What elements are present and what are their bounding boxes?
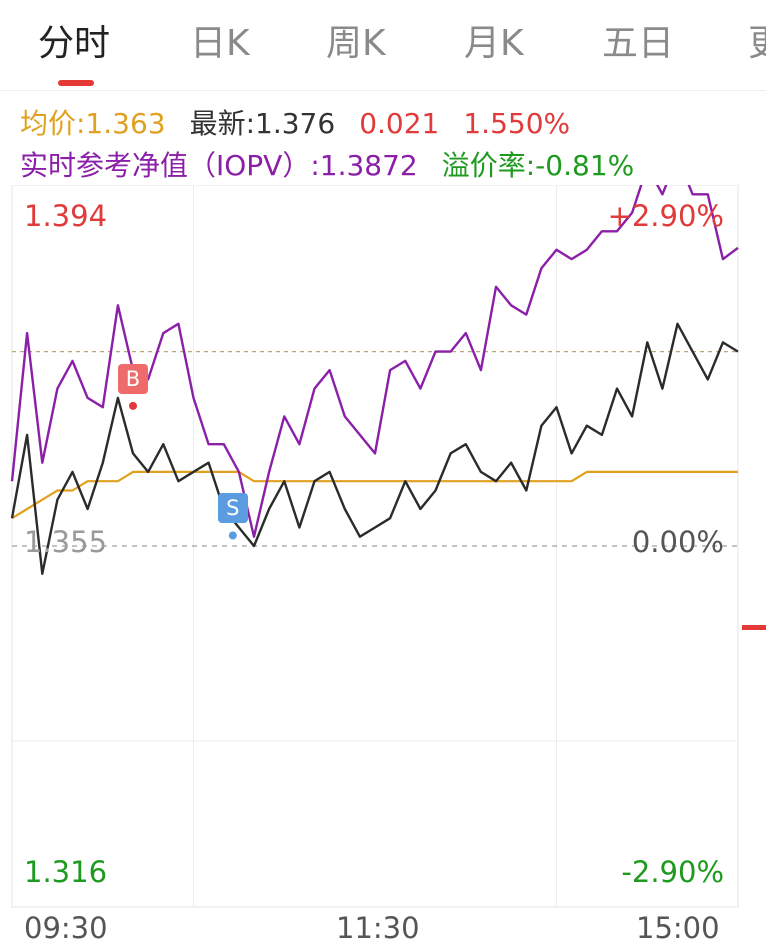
latest-price-label: 最新:1.376 <box>189 107 336 140</box>
price-series-line <box>10 322 739 575</box>
iopv-series-line <box>10 185 739 538</box>
active-tab-indicator <box>58 80 94 86</box>
quote-info-row: 均价:1.363 最新:1.376 0.021 1.550% <box>20 102 594 142</box>
pct-label-mid: 0.00% <box>631 525 724 559</box>
iopv-info-row: 实时参考净值（IOPV）:1.3872 溢价率:-0.81% <box>20 144 658 184</box>
trade-marker-dot <box>228 531 237 540</box>
avg-price-label: 均价:1.363 <box>20 107 166 140</box>
intraday-chart[interactable]: 1.394 1.355 1.316 +2.90% 0.00% -2.90% 09… <box>0 185 766 951</box>
premium-rate-label: 溢价率:-0.81% <box>441 149 635 182</box>
tab-five-day[interactable]: 五日 <box>602 23 675 64</box>
tab-intraday[interactable]: 分时 <box>38 23 111 64</box>
tab-more[interactable]: 更 <box>748 14 766 66</box>
pct-label-bottom: -2.90% <box>621 855 724 889</box>
y-tick-mid: 1.355 <box>24 525 108 559</box>
iopv-label: 实时参考净值（IOPV）:1.3872 <box>20 149 418 182</box>
pct-label-top: +2.90% <box>607 199 724 233</box>
period-tabs: 分时 日K 周K 月K 五日 更 <box>0 0 766 90</box>
change-value: 0.021 <box>359 107 440 140</box>
tab-daily-k[interactable]: 日K <box>190 23 250 64</box>
chart-svg <box>10 185 739 908</box>
x-tick-open: 09:30 <box>24 911 108 945</box>
y-tick-bottom: 1.316 <box>24 855 108 889</box>
price-edge-tick <box>742 625 766 630</box>
avg-price-series-line <box>11 470 738 520</box>
trade-marker-dot <box>129 401 137 410</box>
buy-marker[interactable]: B <box>118 363 148 394</box>
change-percent: 1.550% <box>463 107 571 140</box>
tabs-divider <box>0 90 766 91</box>
x-tick-midday: 11:30 <box>336 911 420 945</box>
sell-marker[interactable]: S <box>217 493 248 524</box>
tab-monthly-k[interactable]: 月K <box>464 23 524 64</box>
x-tick-close: 15:00 <box>636 911 720 945</box>
tab-weekly-k[interactable]: 周K <box>326 23 386 64</box>
y-tick-top: 1.394 <box>24 199 108 233</box>
